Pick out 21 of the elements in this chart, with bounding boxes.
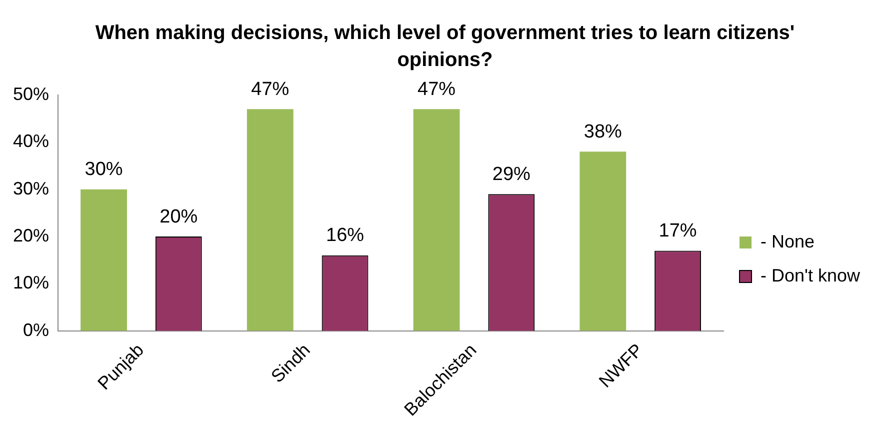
y-tick-label: 40%	[12, 131, 50, 152]
text: 47%	[418, 78, 456, 100]
legend-label: - Don't know	[760, 265, 861, 286]
y-tick-label: 10%	[12, 272, 50, 293]
text: 16%	[326, 225, 364, 246]
bar	[246, 109, 294, 331]
chart-title: When making decisions, which level of government tries to learn citizens' opinions?	[94, 21, 796, 73]
y-tick-label: 30%	[12, 178, 50, 198]
text: 17%	[658, 220, 697, 242]
text: 20%	[160, 206, 198, 228]
bar	[80, 189, 127, 331]
text: 30%	[84, 159, 123, 180]
y-tick-label: 20%	[12, 226, 50, 246]
y-tick-label: 50%	[12, 84, 50, 104]
bar	[580, 152, 626, 331]
legend-label: - None	[760, 231, 815, 252]
text: 47%	[251, 78, 290, 100]
text: 29%	[492, 164, 530, 185]
text: 38%	[584, 121, 622, 142]
y-tick-label: 0%	[23, 320, 50, 340]
bar	[413, 109, 460, 331]
